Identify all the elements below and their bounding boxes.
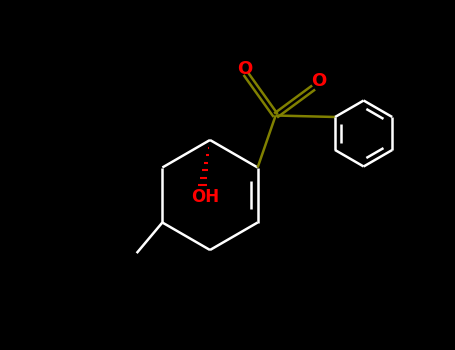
Text: O: O xyxy=(237,61,252,78)
Text: O: O xyxy=(311,72,326,91)
Text: OH: OH xyxy=(191,188,219,206)
